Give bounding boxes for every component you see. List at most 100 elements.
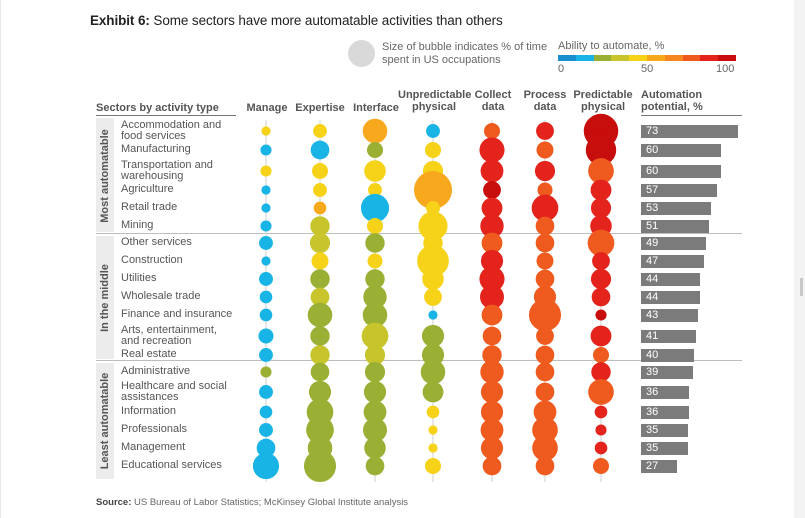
sector-label-line: Professionals	[121, 423, 188, 435]
legend-bubble-text: Size of bubble indicates % of time spent…	[382, 41, 548, 66]
header-predictable: Predictable physical	[570, 89, 636, 113]
bubble-collect-data	[480, 436, 504, 460]
bubble-predictable-physical	[588, 158, 614, 184]
bubble-collect-data	[480, 400, 504, 424]
legend-scale-segment	[629, 55, 647, 61]
automation-potential-bar	[641, 237, 707, 250]
bubble-predictable-physical	[590, 197, 612, 219]
sector-label: Finance and insurance	[121, 309, 239, 320]
bubble-collect-data	[480, 214, 504, 238]
bubble-interface	[366, 141, 384, 159]
automation-potential-value: 47	[646, 255, 659, 267]
bubble-collect-data	[480, 159, 504, 183]
legend-color-scale	[558, 55, 736, 61]
exhibit-label: Exhibit 6:	[90, 13, 150, 28]
vertical-scrollbar[interactable]	[794, 0, 805, 518]
bubble-unpredictable-physical	[426, 124, 440, 138]
bubble-unpredictable-physical	[422, 381, 444, 403]
bubble-collect-data	[482, 345, 502, 365]
automation-potential-bar	[641, 442, 688, 455]
bubble-collect-data	[481, 197, 503, 219]
sector-label: Arts, entertainment, and recreation	[121, 325, 239, 347]
bubble-expertise	[310, 326, 330, 346]
bubble-manage	[260, 144, 272, 156]
bubble-manage	[259, 385, 273, 399]
bubble-unpredictable-physical	[426, 201, 440, 215]
bubble-collect-data	[483, 122, 501, 140]
bubble-manage	[259, 290, 273, 304]
exhibit-title: Exhibit 6: Some sectors have more automa…	[90, 13, 503, 28]
bubble-expertise	[313, 201, 327, 215]
bubble-collect-data	[481, 232, 503, 254]
automation-potential-value: 35	[646, 442, 659, 454]
automation-potential-value: 44	[646, 273, 659, 285]
sector-label: Real estate	[121, 349, 239, 360]
bubble-process-data	[535, 362, 555, 382]
legend-scale-segment	[575, 55, 594, 61]
bubble-manage	[260, 220, 272, 232]
header-collect: Collect data	[470, 89, 516, 113]
bubble-expertise	[309, 232, 331, 254]
bubble-process-data	[536, 122, 554, 140]
header-potential-line1: Automation	[641, 89, 703, 101]
automation-potential-value: 51	[646, 220, 659, 232]
legend-scale-segment	[700, 55, 719, 61]
bubble-interface	[362, 118, 388, 144]
group-band-least	[96, 363, 114, 479]
bubble-predictable-physical	[587, 229, 615, 257]
automation-potential-bar	[641, 202, 712, 215]
scrollbar-thumb[interactable]	[800, 278, 803, 296]
sector-label-line: Construction	[121, 254, 183, 266]
bubble-manage	[259, 272, 273, 286]
bubble-interface	[362, 302, 388, 328]
bubble-expertise	[313, 183, 327, 197]
bubble-interface	[361, 322, 389, 350]
bubble-expertise	[310, 269, 330, 289]
bubble-interface	[363, 418, 387, 442]
sector-label: Transportation and warehousing	[121, 160, 239, 182]
bubble-unpredictable-physical	[428, 425, 438, 435]
bubble-manage	[252, 452, 280, 480]
bubble-unpredictable-physical	[422, 268, 444, 290]
bubble-expertise	[308, 380, 332, 404]
header-expertise: Expertise	[295, 102, 345, 114]
sector-label-line: Administrative	[121, 365, 191, 377]
sector-label-line: Accommodation and	[121, 119, 222, 131]
sector-label-line: Finance and insurance	[121, 308, 233, 320]
legend-scale-title: Ability to automate, %	[558, 40, 665, 52]
automation-potential-bar	[641, 165, 721, 178]
bubble-manage	[261, 185, 271, 195]
bubble-interface	[366, 217, 384, 235]
bubble-process-data	[531, 194, 559, 222]
sector-label: Other services	[121, 237, 239, 248]
bubble-interface	[364, 437, 386, 459]
bubble-expertise	[311, 252, 329, 270]
automation-potential-bar	[641, 184, 717, 197]
bubble-expertise	[310, 216, 330, 236]
bubble-manage	[258, 328, 274, 344]
automation-potential-value: 57	[646, 184, 659, 196]
legend-scale-segment	[664, 55, 683, 61]
sector-label: Administrative	[121, 366, 239, 377]
automation-potential-value: 73	[646, 125, 659, 137]
bubble-interface	[363, 400, 387, 424]
bubble-collect-data	[481, 304, 503, 326]
sector-label: Agriculture	[121, 184, 239, 195]
automation-potential-bar	[641, 366, 693, 379]
sector-label: Construction	[121, 255, 239, 266]
bubble-unpredictable-physical	[424, 457, 442, 475]
bubble-unpredictable-physical	[421, 343, 445, 367]
bubble-manage	[256, 438, 276, 458]
bubble-interface	[365, 233, 385, 253]
sector-label: Wholesale trade	[121, 291, 239, 302]
sector-label: Educational services	[121, 460, 239, 471]
source-label: Source:	[96, 497, 132, 508]
sector-label-line: and recreation	[121, 335, 192, 347]
automation-potential-value: 27	[646, 460, 659, 472]
header-rule-potential	[641, 115, 742, 116]
sector-label: Mining	[121, 220, 239, 231]
bubble-expertise	[310, 345, 330, 365]
bubble-interface	[367, 253, 383, 269]
bubble-predictable-physical	[594, 405, 608, 419]
sector-label-line: Mining	[121, 219, 154, 231]
